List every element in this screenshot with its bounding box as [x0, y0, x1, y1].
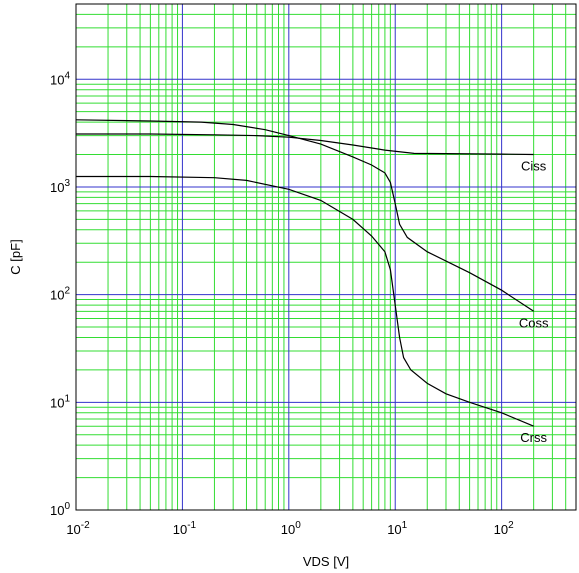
series-label-coss: Coss — [519, 315, 549, 330]
minor-grid — [76, 3, 577, 510]
y-tick-label: 104 — [50, 70, 70, 87]
y-tick-label: 103 — [50, 178, 70, 195]
major-grid — [75, 4, 576, 511]
series-label-ciss: Ciss — [521, 159, 547, 174]
y-tick-label: 101 — [50, 393, 70, 410]
y-tick-label: 100 — [50, 501, 70, 518]
y-axis-label: C [pF] — [8, 239, 23, 274]
x-tick-label: 10-2 — [66, 520, 90, 537]
x-tick-label: 10-1 — [173, 520, 197, 537]
series-labels: Ciss Coss Crss — [519, 159, 549, 446]
x-axis-label: VDS [V] — [303, 554, 349, 569]
y-tick-labels: 100 101 102 103 104 — [50, 70, 70, 518]
x-tick-labels: 10-2 10-1 100 101 102 — [66, 520, 514, 537]
series-label-crss: Crss — [520, 430, 547, 445]
y-tick-label: 102 — [50, 286, 70, 303]
plot-frame — [75, 3, 577, 511]
series-line-coss — [75, 119, 535, 312]
x-tick-label: 102 — [494, 520, 514, 537]
x-tick-label: 100 — [281, 520, 301, 537]
series-line-crss — [76, 175, 534, 427]
x-tick-label: 101 — [387, 520, 407, 537]
series-lines — [75, 119, 535, 427]
series-line-ciss — [76, 133, 534, 156]
